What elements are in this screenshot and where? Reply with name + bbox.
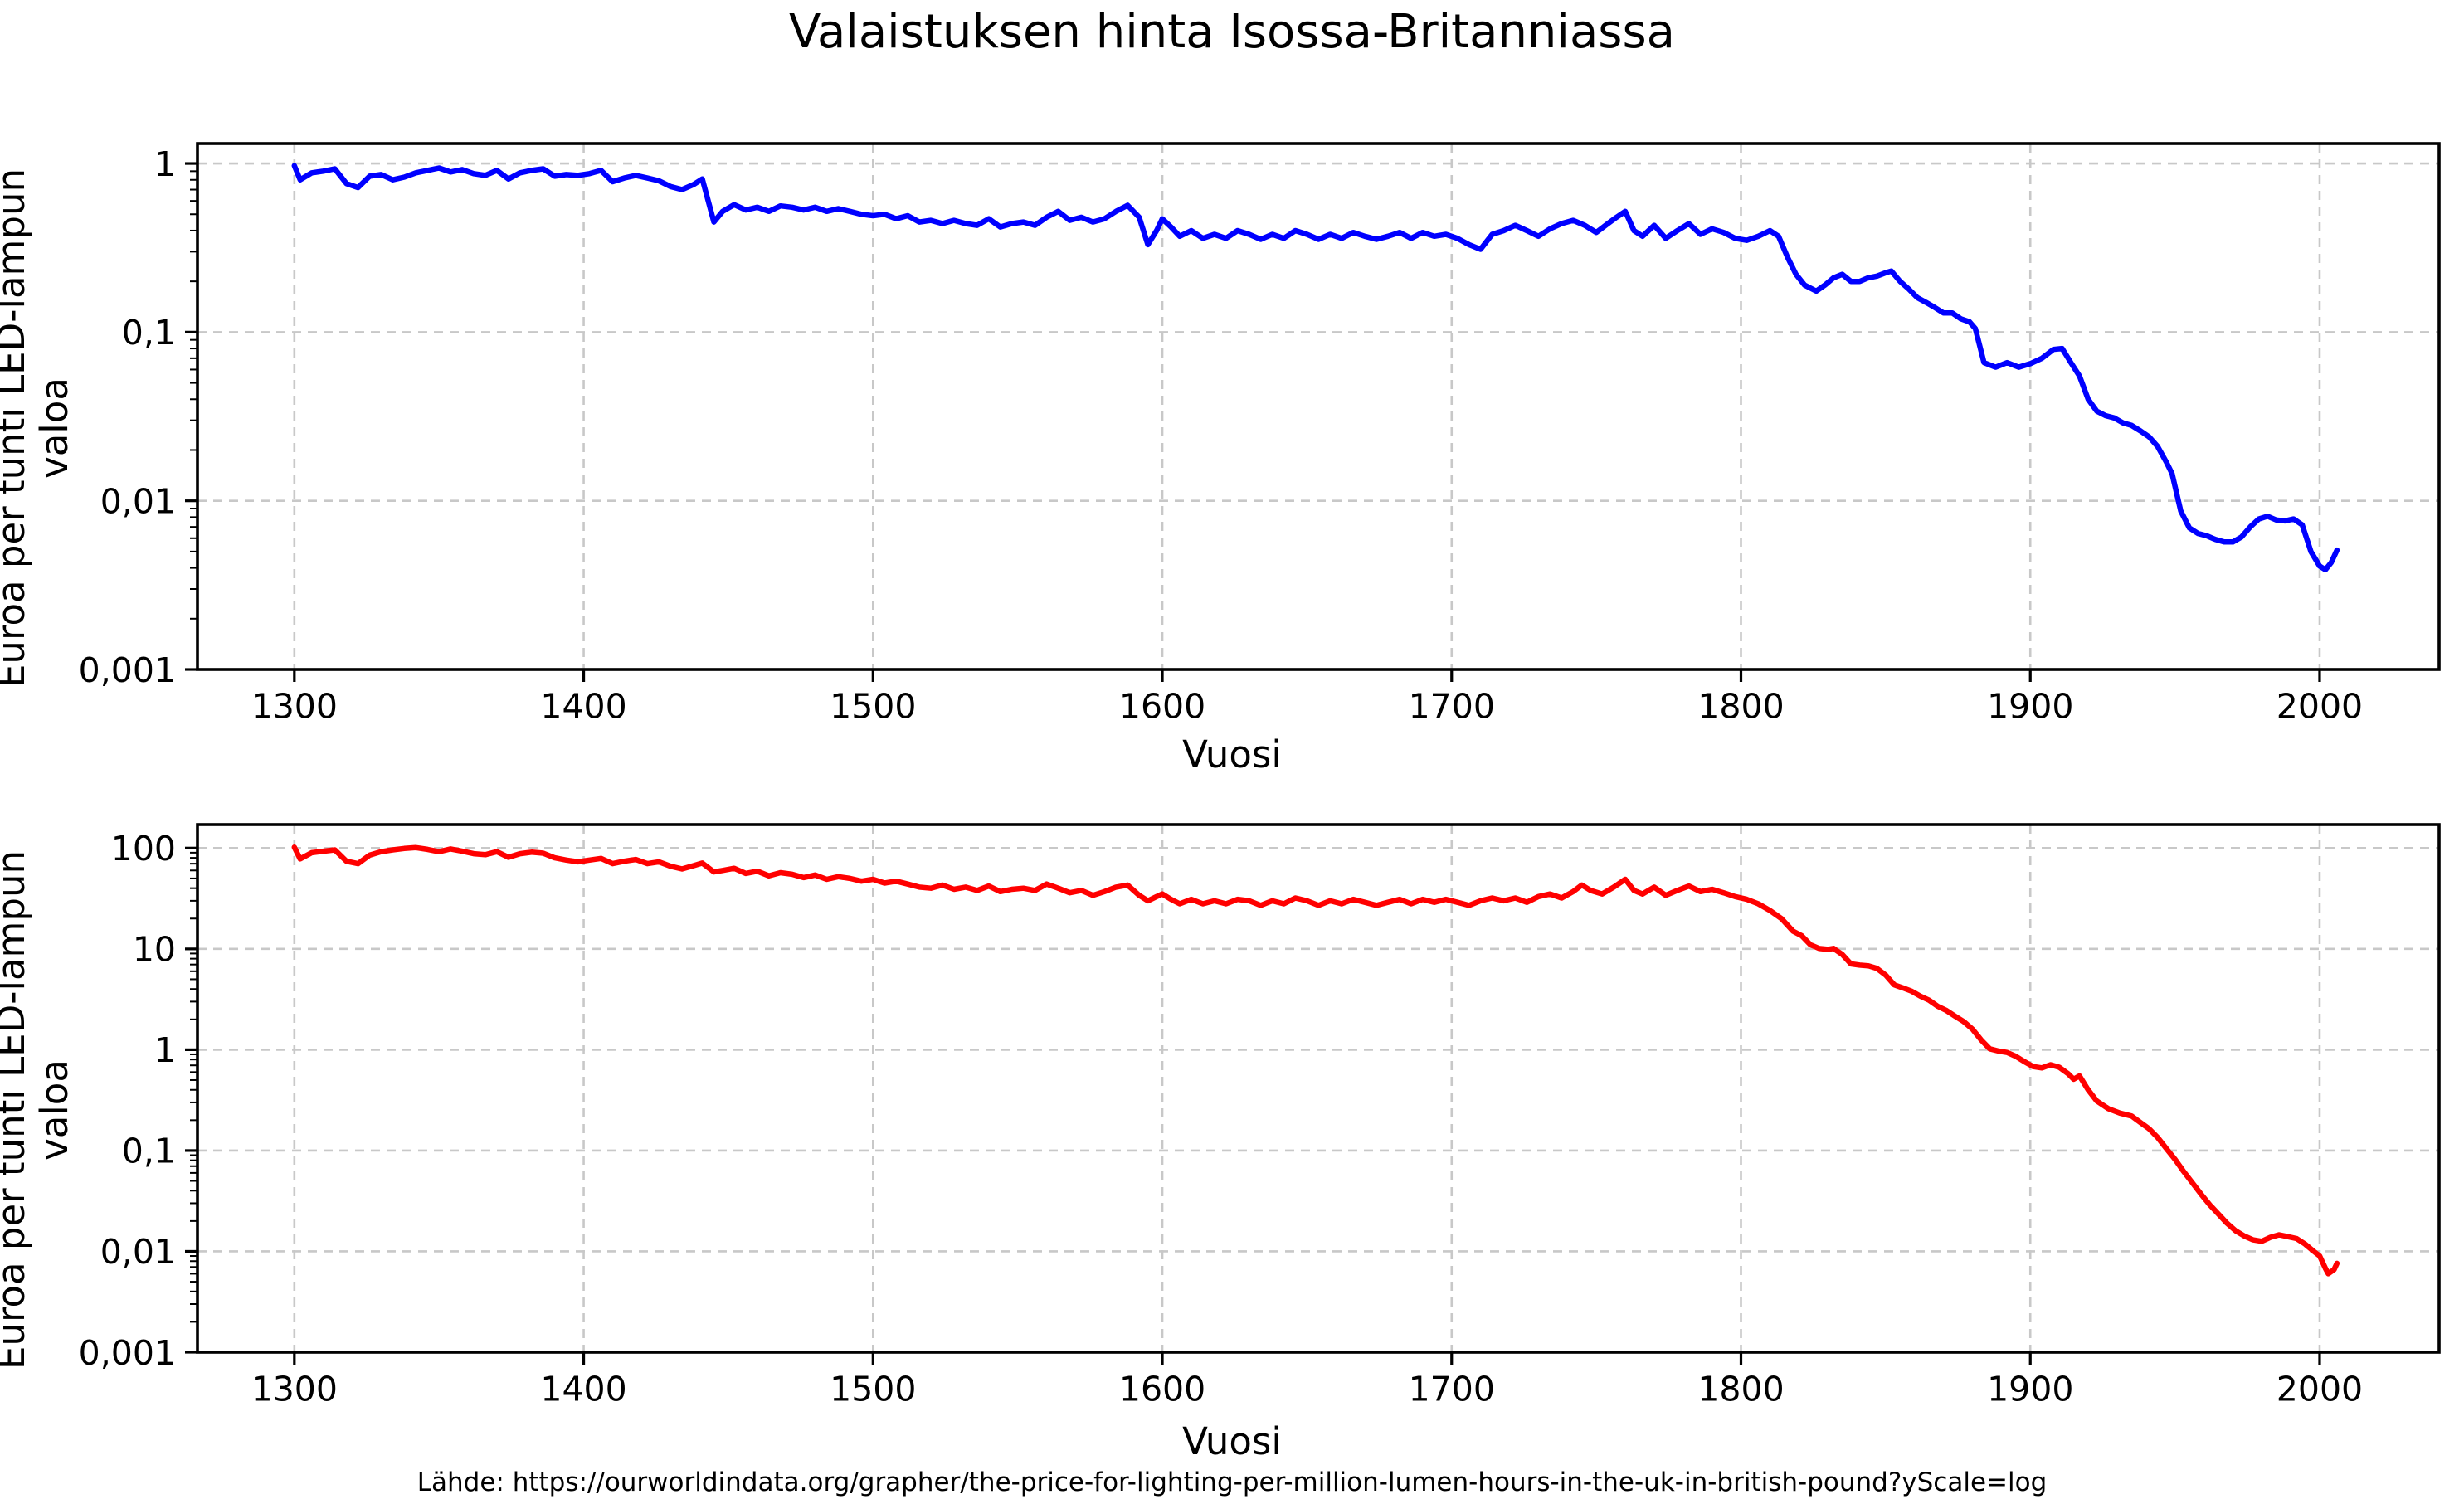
x-tick-label: 1400 bbox=[540, 1369, 626, 1409]
y-tick-label: 0,01 bbox=[100, 481, 176, 521]
x-tick-label: 1600 bbox=[1119, 686, 1205, 726]
source-footer: Lähde: https://ourworldindata.org/graphe… bbox=[416, 1467, 2048, 1497]
plot-frame bbox=[196, 142, 2441, 671]
plot-frame bbox=[196, 823, 2441, 1354]
chart-title: Valaistuksen hinta Isossa-Britanniassa bbox=[789, 5, 1675, 59]
y-tick-label: 0,1 bbox=[122, 313, 176, 353]
x-tick-label: 1900 bbox=[1987, 1369, 2073, 1409]
x-tick-label: 1800 bbox=[1697, 686, 1784, 726]
x-tick-label: 1500 bbox=[830, 686, 916, 726]
x-tick-label: 1700 bbox=[1409, 686, 1495, 726]
price-line bbox=[291, 844, 2340, 1277]
y-tick-label: 0,001 bbox=[79, 650, 176, 690]
y-tick-label: 0,01 bbox=[100, 1232, 176, 1272]
y-tick-label: 100 bbox=[111, 829, 176, 869]
x-tick-label: 1300 bbox=[251, 1369, 338, 1409]
y-tick-label: 10 bbox=[133, 930, 176, 970]
x-tick-label: 1900 bbox=[1987, 686, 2073, 726]
major-ticks bbox=[185, 846, 2321, 1365]
x-tick-label: 1600 bbox=[1119, 1369, 1205, 1409]
price-chart-top: 1300 1400 1500 1600 1700 1800 1900 2000 1 0,1 0,01… bbox=[79, 142, 2441, 726]
y-tick-label: 0,001 bbox=[79, 1333, 176, 1373]
top-chart-xlabel: Vuosi bbox=[1182, 733, 1282, 776]
y-tick-label: 1 bbox=[154, 144, 176, 184]
x-tick-label: 1500 bbox=[830, 1369, 916, 1409]
x-tick-label: 1700 bbox=[1409, 1369, 1495, 1409]
y-tick-label: 0,1 bbox=[122, 1132, 176, 1171]
x-tick-label: 2000 bbox=[2277, 1369, 2363, 1409]
x-tick-label: 1300 bbox=[251, 686, 338, 726]
bottom-chart-xlabel: Vuosi bbox=[1182, 1419, 1282, 1463]
major-ticks bbox=[185, 162, 2321, 682]
price-chart-bottom: 1300 1400 1500 1600 1700 1800 1900 2000 100 10 1 0,… bbox=[79, 823, 2441, 1409]
y-tick-label: 1 bbox=[154, 1030, 176, 1070]
x-tick-label: 1800 bbox=[1697, 1369, 1784, 1409]
gridlines bbox=[197, 144, 2439, 671]
x-tick-label: 2000 bbox=[2277, 686, 2363, 726]
price-line bbox=[291, 163, 2340, 573]
x-tick-label: 1400 bbox=[540, 686, 626, 726]
